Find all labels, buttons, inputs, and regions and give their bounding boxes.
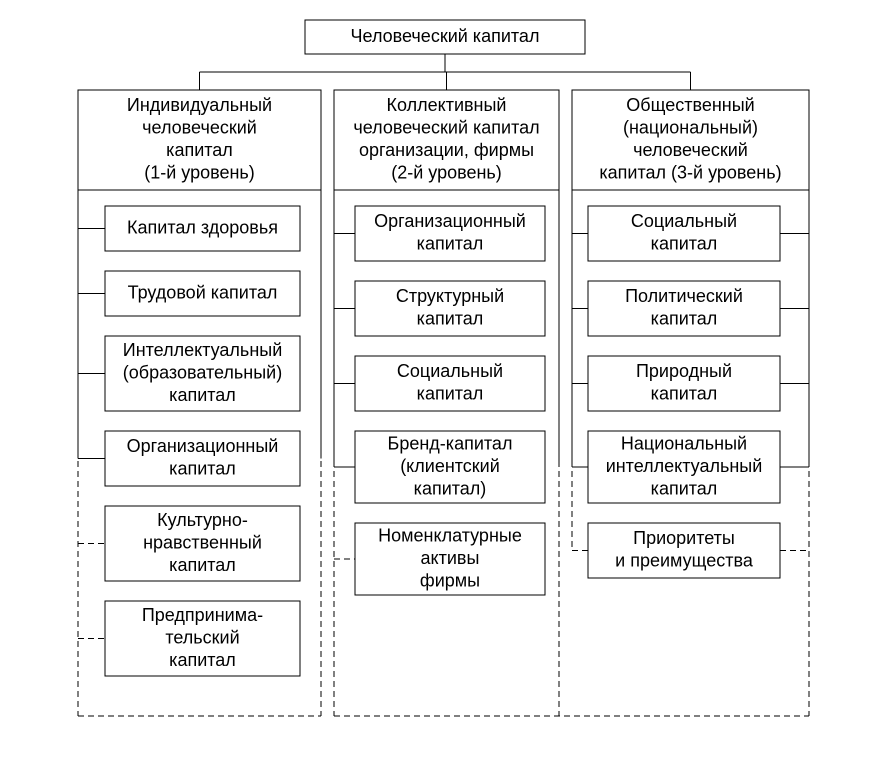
column-2-header-label: капитал (3-й уровень) [599,163,781,183]
column-2-header-label: человеческий [633,140,748,160]
column-0-header-label: (1-й уровень) [144,163,255,183]
column-1-item-2-label: Социальный [397,361,503,381]
column-0-item-5-label: капитал [169,650,236,670]
column-2-item-4-label: и преимущества [615,551,754,571]
hierarchy-diagram: Человеческий капитал Индивидуальный челове… [0,0,887,757]
column-0-item-3-label: Организационный [127,436,279,456]
column-2-item-2-label: Природный [636,361,732,381]
column-2-item-4-label: Приоритеты [633,528,735,548]
column-0-item-5-label: тельский [165,627,239,647]
column-2-item-4: Приоритеты и преимущества [588,523,780,578]
column-1-item-1-label: капитал [417,309,484,329]
column-0-item-4-label: капитал [169,555,236,575]
column-2-item-0-label: Социальный [631,211,737,231]
column-1-item-1-label: Структурный [396,286,504,306]
column-0-header-label: капитал [166,140,233,160]
column-2-header-label: (национальный) [623,118,758,138]
column-2-item-2: Природный капитал [588,356,780,411]
column-2-item-0-label: капитал [651,234,718,254]
column-0-item-5: Предпринима-тельский капитал [105,601,300,676]
column-0-item-1: Трудовой капитал [105,271,300,316]
column-2-item-3-label: интеллектуальный [606,456,763,476]
column-2-item-0: Социальный капитал [588,206,780,261]
column-2-item-3: Национальный интеллектуальныйкапитал [588,431,780,503]
column-1-item-4: Номенклатурные активыфирмы [355,523,545,595]
column-0-item-3-label: капитал [169,459,236,479]
column-0-item-2-label: (образовательный) [123,362,282,382]
column-1-header-label: Коллективный [387,95,507,115]
column-0-item-3: Организационный капитал [105,431,300,486]
column-1-header-label: человеческий капитал [353,118,539,138]
column-1-item-0-label: Организационный [374,211,526,231]
column-0-item-4: Культурно-нравственный капитал [105,506,300,581]
column-0-item-2: Интеллектуальный(образовательный) капитал [105,336,300,411]
column-0-item-2-label: капитал [169,385,236,405]
column-1-item-1: Структурный капитал [355,281,545,336]
column-1-item-0-label: капитал [417,234,484,254]
column-0-header: Индивидуальный человеческийкапитал (1-й ур… [78,90,321,190]
column-1-item-3-label: (клиентский [400,456,500,476]
column-1-item-3: Бренд-капитал (клиентскийкапитал) [355,431,545,503]
column-1-item-4-label: Номенклатурные [378,525,522,545]
column-0-item-0: Капитал здоровья [105,206,300,251]
column-0-header-label: человеческий [142,118,257,138]
column-2-header: Общественный (национальный)человеческий ка… [572,90,809,190]
column-0-item-0-label: Капитал здоровья [127,217,278,237]
column-0-item-5-label: Предпринима- [142,605,263,625]
column-2-item-2-label: капитал [651,384,718,404]
column-1-header-label: (2-й уровень) [391,163,502,183]
column-2-item-1: Политический капитал [588,281,780,336]
column-1-item-3-label: Бренд-капитал [388,433,513,453]
column-0-item-4-label: нравственный [143,532,262,552]
column-0-item-1-label: Трудовой капитал [128,282,278,302]
root-node-label: Человеческий капитал [351,26,540,46]
column-1-item-2-label: капитал [417,384,484,404]
column-2-item-1-label: капитал [651,309,718,329]
column-0-item-4-label: Культурно- [157,510,248,530]
column-1-item-4-label: активы [421,548,480,568]
column-1-header-label: организации, фирмы [359,140,534,160]
column-0-item-2-label: Интеллектуальный [123,340,283,360]
column-2-item-1-label: Политический [625,286,743,306]
column-0-header-label: Индивидуальный [127,95,272,115]
column-1-item-0: Организационный капитал [355,206,545,261]
column-2-item-3-label: Национальный [621,433,747,453]
column-1-item-4-label: фирмы [420,570,480,590]
column-1-item-2: Социальный капитал [355,356,545,411]
column-1-item-3-label: капитал) [414,478,487,498]
column-2-header-label: Общественный [626,95,754,115]
root-node: Человеческий капитал [305,20,585,54]
column-1-header: Коллективный человеческий капиталорганиза… [334,90,559,190]
column-2-item-3-label: капитал [651,478,718,498]
